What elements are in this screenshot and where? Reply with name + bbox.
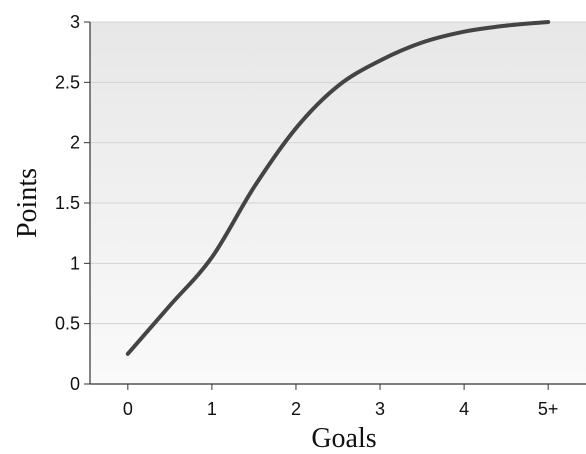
x-tick-label: 4 [459, 399, 469, 419]
grid-lines [90, 21, 586, 325]
y-tick-label: 0.5 [55, 314, 80, 334]
x-axis-tick-labels: 0 1 2 3 4 5+ [123, 399, 559, 419]
y-axis-title: Points [12, 168, 43, 238]
axes [84, 21, 586, 390]
x-axis-title: Goals [311, 423, 376, 454]
y-tick-label: 1 [70, 253, 80, 273]
y-tick-label: 0 [70, 374, 80, 394]
x-tick-label: 3 [375, 399, 385, 419]
x-tick-label: 5+ [538, 399, 559, 419]
x-tick-label: 0 [123, 399, 133, 419]
y-tick-label: 1.5 [55, 193, 80, 213]
y-tick-label: 2.5 [55, 72, 80, 92]
x-tick-label: 2 [291, 399, 301, 419]
y-axis-tick-labels: 0 0.5 1 1.5 2 2.5 3 [55, 12, 80, 394]
y-tick-label: 2 [70, 133, 80, 153]
series-layer [125, 20, 551, 356]
series-line [125, 20, 551, 356]
x-tick-label: 1 [207, 399, 217, 419]
y-tick-label: 3 [70, 12, 80, 32]
